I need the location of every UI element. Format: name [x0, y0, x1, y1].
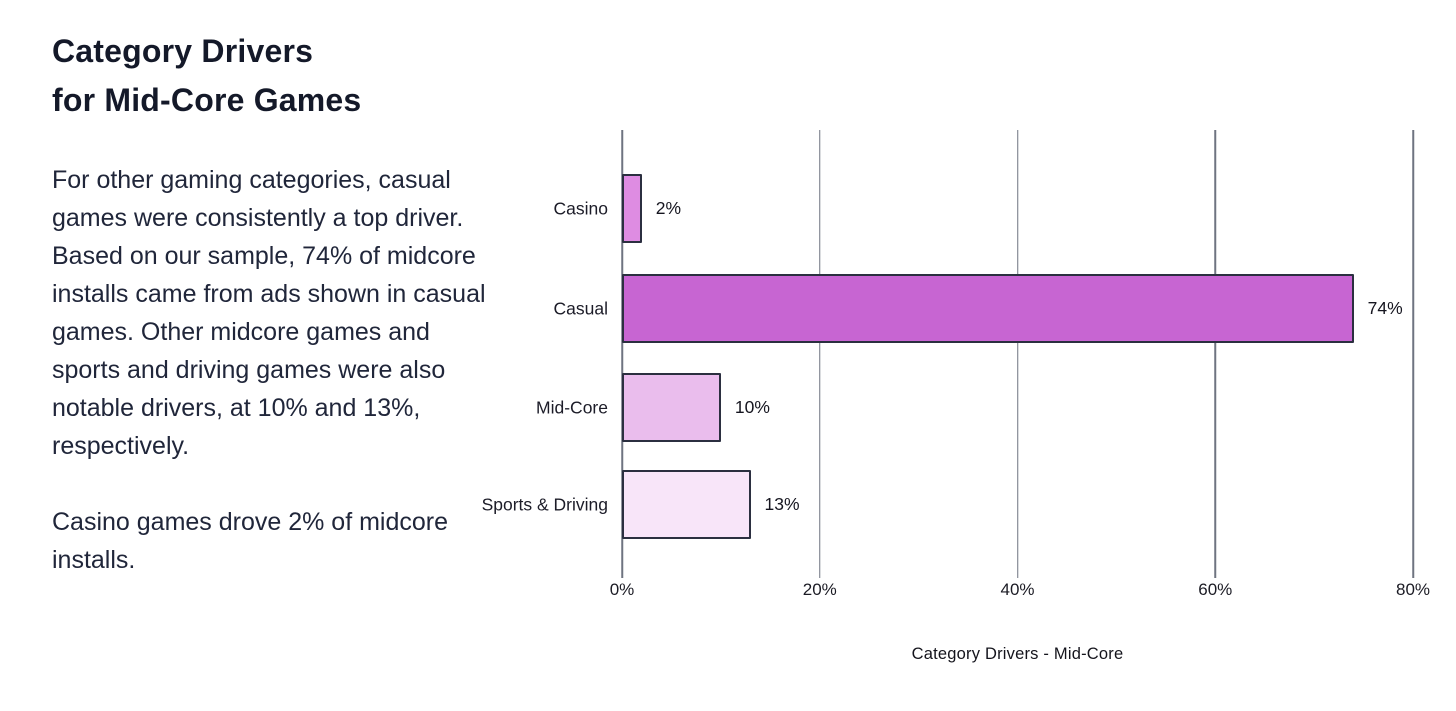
x-tick-label: 60%: [1198, 580, 1233, 599]
value-label: 74%: [1367, 298, 1403, 318]
bar-chart-plot-area: Casino 2% Casual 74% Mid-Core 10% Sports & Dri…: [482, 130, 1414, 578]
category-label: Sports & Driving: [481, 494, 608, 514]
gridline-80%: [1412, 130, 1414, 578]
bar-row: Casino 2%: [554, 174, 1413, 243]
page-title: Category Drivers for Mid-Core Games: [52, 27, 494, 125]
category-label: Casual: [553, 298, 608, 318]
bar-mid-core: [622, 373, 721, 442]
left-panel: Category Drivers for Mid-Core Games For …: [52, 27, 494, 579]
casino-paragraph: Casino games drove 2% of midcore install…: [52, 508, 449, 574]
category-label: Casino: [553, 198, 608, 218]
x-tick-label: 0%: [609, 580, 635, 599]
bar-casual: [622, 274, 1354, 343]
gridline-0%: [621, 130, 623, 578]
gridline-20%: [819, 130, 821, 578]
x-tick-label: 20%: [802, 580, 837, 599]
bar-casino: [622, 174, 642, 243]
chart-caption: Category Drivers - Mid-Core: [911, 645, 1124, 663]
gridline-60%: [1214, 130, 1216, 578]
value-label: 13%: [764, 494, 800, 514]
category-label: Mid-Core: [536, 397, 608, 417]
bar-row: Sports & Driving 13%: [482, 470, 1413, 539]
x-tick-label: 40%: [1000, 580, 1035, 599]
bar-row: Casual 74%: [554, 274, 1413, 343]
summary-paragraph: For other gaming categories, casual game…: [52, 166, 486, 460]
bar-sports-driving: [622, 470, 751, 539]
value-label: 10%: [734, 397, 770, 417]
bar-row: Mid-Core 10%: [536, 373, 1413, 442]
page-title-line-1: Category Drivers: [52, 33, 314, 69]
value-label: 2%: [655, 198, 682, 218]
gridline-40%: [1016, 130, 1019, 578]
x-axis: 0% 20% 40% 60% 80%: [610, 580, 1430, 602]
x-tick-label: 80%: [1395, 580, 1431, 599]
page-title-line-2: for Mid-Core Games: [52, 82, 362, 118]
